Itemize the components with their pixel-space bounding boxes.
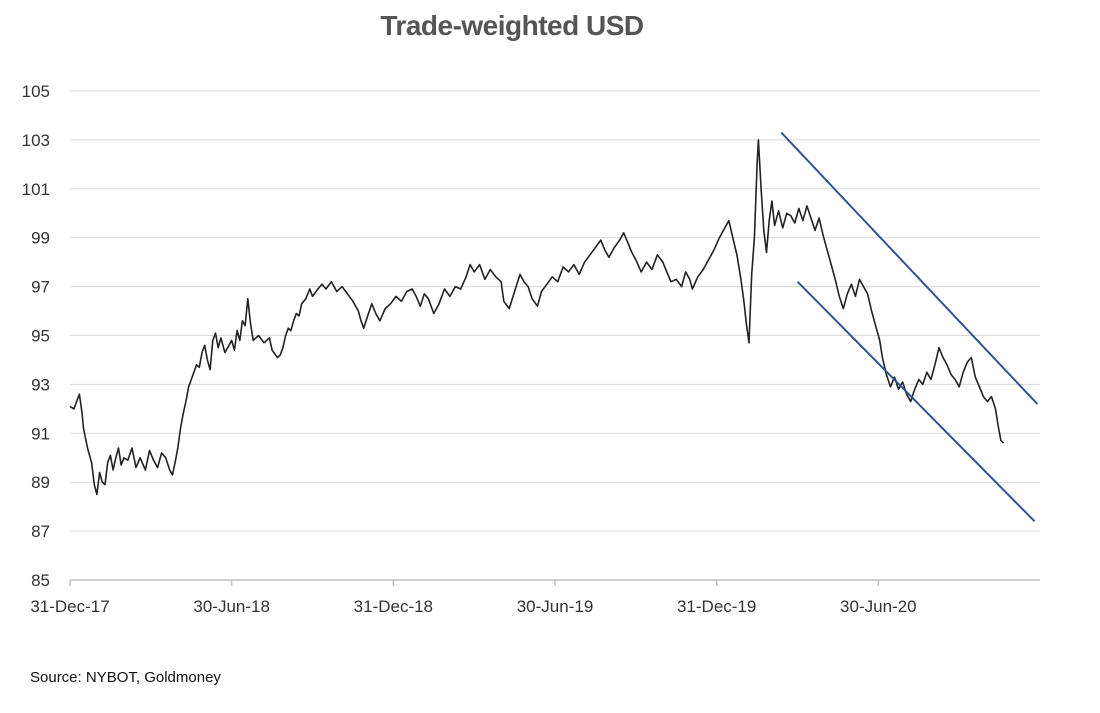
- y-tick-label-101: 101: [22, 180, 50, 199]
- y-tick-label-95: 95: [31, 327, 50, 346]
- y-tick-label-105: 105: [22, 82, 50, 101]
- trend-channel: [780, 131, 1039, 523]
- trendline-lower-channel: [796, 281, 1036, 523]
- x-tick-label-3: 30-Jun-19: [517, 597, 594, 616]
- x-axis-labels: 31-Dec-17 30-Jun-18 31-Dec-18 30-Jun-19 31-D…: [30, 597, 916, 616]
- x-tick-label-0: 31-Dec-17: [30, 597, 109, 616]
- series-line-0: [69, 139, 1005, 496]
- y-tick-label-99: 99: [31, 229, 50, 248]
- y-tick-label-91: 91: [31, 424, 50, 443]
- y-tick-label-87: 87: [31, 522, 50, 541]
- y-tick-label-85: 85: [31, 571, 50, 590]
- x-tick-label-2: 31-Dec-18: [354, 597, 433, 616]
- x-tick-label-5: 30-Jun-20: [840, 597, 917, 616]
- x-tick-label-4: 31-Dec-19: [677, 597, 756, 616]
- series-layer: [69, 139, 1005, 496]
- trendline-upper-channel: [780, 131, 1039, 405]
- y-tick-label-103: 103: [22, 131, 50, 150]
- y-tick-label-93: 93: [31, 375, 50, 394]
- y-tick-label-97: 97: [31, 278, 50, 297]
- y-tick-label-89: 89: [31, 473, 50, 492]
- y-axis-labels: 85 87 89 91 93 95 97 99 101 103 105: [22, 82, 50, 590]
- x-tick-label-1: 30-Jun-18: [193, 597, 270, 616]
- chart-title: Trade-weighted USD: [380, 10, 644, 41]
- x-axis: [69, 579, 1040, 586]
- gridlines: [70, 90, 1040, 532]
- source-note: Source: NYBOT, Goldmoney: [30, 669, 221, 686]
